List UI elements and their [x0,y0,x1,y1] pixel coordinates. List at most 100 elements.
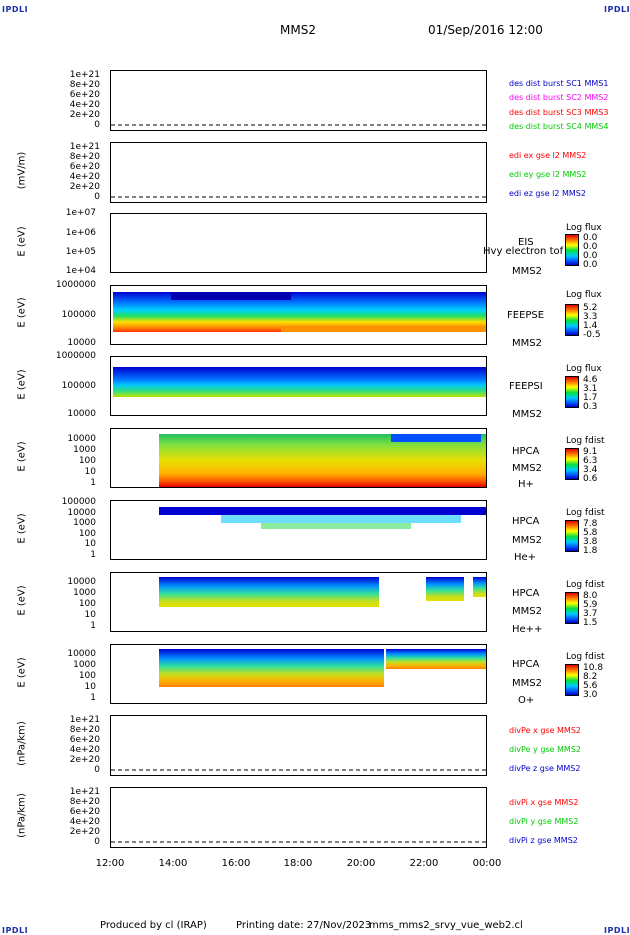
tick-label: 100 [78,599,96,609]
cb-value: 0.0 [583,251,598,261]
datetime-title: 01/Sep/2016 12:00 [428,23,543,37]
tick-label: 1 [90,549,96,560]
eis-colorbar [565,234,579,266]
feepsi-cb-title: Log flux [566,364,602,374]
hpca-o-band1 [159,649,384,687]
cb-value: 1.4 [583,321,598,331]
tick-label: 8e+20 [69,797,100,807]
tick-label: 1000000 [55,351,96,361]
panel-hpca-he [110,500,487,560]
tick-label: 10 [84,467,96,477]
cb-value: 10.8 [583,663,604,673]
tick-label: 4e+20 [69,100,100,110]
panel-hpca-hepp [110,572,487,632]
tick-label: 1e+21 [69,715,100,725]
feepsi-top-blank [111,357,486,367]
hpca-he-species: He+ [514,552,537,563]
panel-des [110,70,487,131]
tick-label: 8e+20 [69,80,100,90]
tick-label: 1000000 [55,280,96,290]
mission-title: MMS2 [280,23,316,37]
tick-label: 0 [94,765,100,775]
tick-label: 1e+04 [65,266,96,276]
corner-logo-tl: IPDLI [2,5,29,14]
corner-logo-tr: IPDLI [604,5,630,14]
tick-label: 10 [84,610,96,620]
tick-label: 100000 [61,497,96,507]
cb-value: 3.1 [583,384,598,394]
tick-label: 8e+20 [69,725,100,735]
legend-edi-x: edi ex gse l2 MMS2 [509,151,587,160]
legend-divpe-z: divPe z gse MMS2 [509,764,581,773]
divpi-plot [111,841,486,843]
tick-label: 2e+20 [69,110,100,120]
feepsi-cb-values: 4.6 3.1 1.7 0.3 [583,376,597,412]
edi-ylabel: (mV/m) [16,151,28,190]
hpca-he-colorbar [565,520,579,552]
tick-label: 10 [84,682,96,692]
tick-label: 1000 [73,660,96,670]
feepse-cb-title: Log flux [566,290,602,300]
feepse-colorbar [565,304,579,336]
legend-des-2: des dist burst SC2 MMS2 [509,93,609,102]
tick-label: 1e+05 [65,247,96,257]
legend-edi-y: edi ey gse l2 MMS2 [509,170,587,179]
tick-label: 2e+20 [69,182,100,192]
cb-value: 0.6 [583,474,598,484]
hpca-hepp-spectrogram [159,577,486,607]
tick-label: 1e+21 [69,142,100,152]
tick-label: 4e+20 [69,817,100,827]
tick-label: 100 [78,671,96,681]
footer-filename: mms_mms2_srvy_vue_web2.cl [369,920,523,931]
eis-instrument: EIS [518,237,534,248]
feepsi-instrument: FEEPSI [509,381,543,392]
hpca-hepp-band2 [426,577,464,601]
hpca-h-ticks: 10000 1000 100 10 1 [26,434,96,489]
cb-value: -0.5 [583,330,601,340]
tick-label: 1000 [73,518,96,528]
cb-value: 0.0 [583,260,598,270]
tick-label: 1 [90,621,96,631]
legend-divpi-y: divPi y gse MMS2 [509,817,579,826]
hpca-hepp-cb-title: Log fdist [566,580,605,590]
panel-divpi [110,787,487,848]
tick-label: 8e+20 [69,152,100,162]
cb-value: 1.7 [583,393,598,403]
hpca-hepp-instrument: HPCA [512,588,540,599]
tick-label: 1000 [73,588,96,598]
tick-label: 10000 [67,649,96,659]
tick-label: 0 [94,837,100,847]
hpca-hepp-ticks: 10000 1000 100 10 1 [26,577,96,632]
legend-divpi-x: divPi x gse MMS2 [509,798,579,807]
des-ticks: 1e+21 8e+20 6e+20 4e+20 2e+20 0 [30,70,100,130]
hpca-h-colorbar [565,448,579,480]
hpca-h-band [159,434,486,487]
hpca-o-ticks: 10000 1000 100 10 1 [26,649,96,704]
hpca-o-species: O+ [518,695,535,706]
tick-label: 100 [78,456,96,466]
x-tick: 20:00 [346,858,376,869]
edi-plot [111,196,486,198]
hpca-he-sc: MMS2 [512,535,542,546]
hpca-h-top [391,434,481,442]
des-plot [111,124,486,126]
hpca-o-sc: MMS2 [512,678,542,689]
tick-label: 2e+20 [69,827,100,837]
cb-value: 5.2 [583,303,598,313]
cb-value: 3.7 [583,609,598,619]
feepse-instrument: FEEPSE [507,310,545,321]
feepse-floor [281,326,486,332]
tick-label: 1 [90,478,96,488]
footer-produced: Produced by cl (IRAP) [100,920,207,931]
hpca-h-cb-values: 9.1 6.3 3.4 0.6 [583,448,597,484]
cb-value: 5.6 [583,681,598,691]
corner-logo-bl: IPDLI [2,926,29,935]
tick-label: 6e+20 [69,807,100,817]
hpca-he-mid [221,515,461,523]
x-tick: 14:00 [158,858,188,869]
legend-des-4: des dist burst SC4 MMS4 [509,122,609,131]
cb-value: 3.8 [583,537,598,547]
panel-divpe [110,715,487,776]
feepsi-colorbar [565,376,579,408]
legend-edi-z: edi ez gse l2 MMS2 [509,189,586,198]
